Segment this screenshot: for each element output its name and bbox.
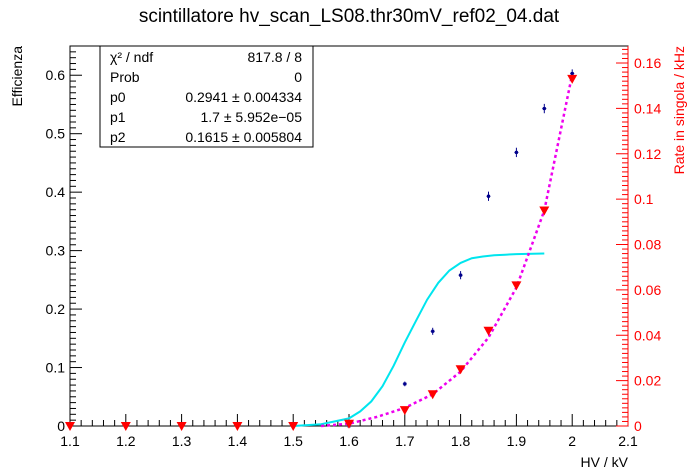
stats-value: 0.2941 ± 0.004334 bbox=[185, 89, 302, 105]
rate-point bbox=[539, 206, 550, 216]
rate-point bbox=[344, 419, 354, 429]
stats-label: Prob bbox=[110, 69, 140, 85]
rate-point bbox=[399, 406, 410, 416]
y-tick-label: 0 bbox=[57, 418, 65, 434]
efficiency-point bbox=[431, 329, 435, 333]
y2-tick-label: 0.16 bbox=[634, 55, 661, 71]
y2-tick-label: 0.12 bbox=[634, 146, 661, 162]
y-tick-label: 0.5 bbox=[46, 126, 66, 142]
rate-point bbox=[567, 74, 578, 84]
stats-label: p1 bbox=[110, 109, 126, 125]
y2-tick-label: 0.06 bbox=[634, 282, 661, 298]
rate-point bbox=[288, 422, 299, 431]
rate-point bbox=[65, 422, 75, 431]
stats-value: 0 bbox=[294, 69, 302, 85]
efficiency-point bbox=[459, 273, 463, 277]
x-axis-label: HV / kV bbox=[581, 454, 629, 470]
stats-value: 817.8 / 8 bbox=[248, 49, 303, 65]
efficiency-point bbox=[514, 150, 518, 154]
x-tick-label: 1.8 bbox=[451, 433, 471, 449]
rate-point bbox=[427, 390, 438, 400]
x-tick-label: 1.3 bbox=[172, 433, 192, 449]
efficiency-point bbox=[542, 107, 546, 111]
y-tick-label: 0.2 bbox=[46, 301, 66, 317]
y-tick-label: 0.4 bbox=[46, 184, 66, 200]
x-tick-label: 2 bbox=[568, 433, 576, 449]
y2-tick-label: 0 bbox=[634, 418, 642, 434]
x-tick-label: 2.1 bbox=[618, 433, 638, 449]
stats-label: p2 bbox=[110, 129, 126, 145]
y2-tick-label: 0.04 bbox=[634, 327, 661, 343]
rate-point bbox=[511, 281, 522, 291]
stats-label: χ² / ndf bbox=[110, 49, 153, 65]
stats-box-frame bbox=[99, 45, 314, 148]
y-tick-label: 0.6 bbox=[46, 67, 66, 83]
rate-point bbox=[176, 422, 187, 431]
x-tick-label: 1.1 bbox=[60, 433, 80, 449]
stats-value: 1.7 ± 5.952e−05 bbox=[201, 109, 303, 125]
x-tick-label: 1.4 bbox=[228, 433, 248, 449]
y2-tick-label: 0.02 bbox=[634, 373, 661, 389]
rate-point bbox=[120, 422, 131, 431]
stats-label: p0 bbox=[110, 89, 126, 105]
rate-point bbox=[455, 365, 466, 375]
rate-point bbox=[483, 326, 494, 336]
y2-tick-label: 0.08 bbox=[634, 237, 661, 253]
y-axis-label: Efficienza bbox=[9, 46, 25, 107]
x-tick-label: 1.2 bbox=[116, 433, 136, 449]
y-tick-label: 0.3 bbox=[46, 243, 66, 259]
stats-box: χ² / ndf 817.8 / 8 Prob 0 p0 0.2941 ± 0.00433… bbox=[99, 45, 314, 148]
y-tick-label: 0.1 bbox=[46, 360, 66, 376]
rate-fit-curve bbox=[320, 74, 574, 428]
x-tick-label: 1.7 bbox=[395, 433, 415, 449]
fit-curve bbox=[293, 252, 545, 427]
rate-point bbox=[232, 422, 243, 431]
x-tick-label: 1.6 bbox=[339, 433, 359, 449]
y2-tick-label: 0.1 bbox=[634, 191, 654, 207]
efficiency-point bbox=[403, 382, 407, 386]
y2-axis-label: Rate in singola / kHz bbox=[671, 46, 687, 174]
x-tick-label: 1.9 bbox=[507, 433, 527, 449]
x-tick-label: 1.5 bbox=[283, 433, 303, 449]
y2-tick-label: 0.14 bbox=[634, 100, 661, 116]
efficiency-point bbox=[487, 194, 490, 198]
stats-value: 0.1615 ± 0.005804 bbox=[185, 129, 302, 145]
efficiency-point bbox=[570, 71, 574, 75]
chart-title: scintillatore hv_scan_LS08.thr30mV_ref02… bbox=[138, 6, 560, 27]
